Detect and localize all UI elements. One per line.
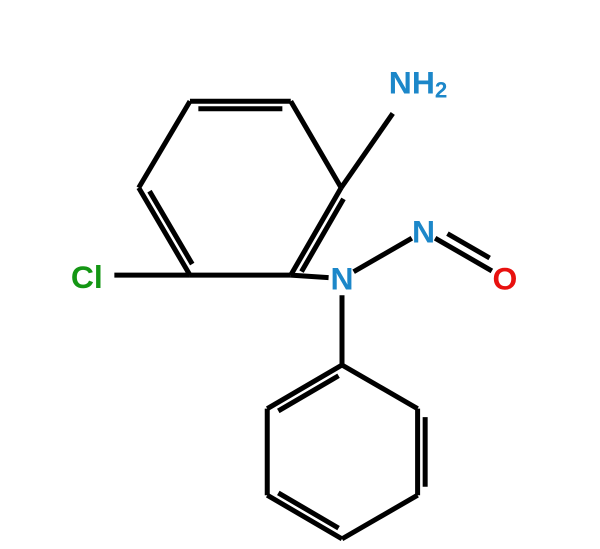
- bond: [267, 495, 342, 539]
- bond: [354, 238, 412, 272]
- molecule-diagram: NH2 Cl N N O: [0, 0, 600, 549]
- atom-label-nh2: NH2: [389, 65, 448, 102]
- bond: [342, 365, 418, 409]
- atom-label-cl: Cl: [71, 259, 103, 295]
- atom-label-n1: N: [330, 260, 353, 296]
- bond: [278, 493, 338, 528]
- bond: [342, 495, 418, 539]
- bond: [341, 113, 393, 187]
- bond: [139, 188, 190, 275]
- bond: [149, 191, 192, 264]
- bond: [267, 365, 342, 409]
- bond: [139, 101, 190, 188]
- bond: [291, 275, 329, 277]
- atom-label-o: O: [493, 260, 518, 296]
- bond: [447, 234, 489, 258]
- bond: [278, 376, 338, 411]
- atom-label-n2: N: [412, 213, 435, 249]
- bond: [291, 101, 341, 188]
